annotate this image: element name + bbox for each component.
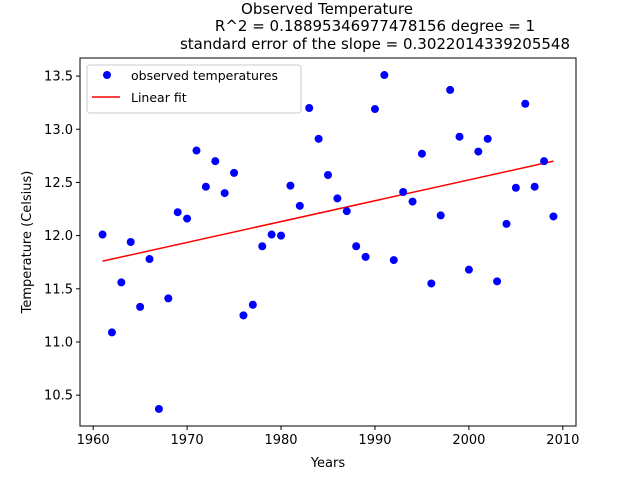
data-point xyxy=(464,265,473,274)
data-point xyxy=(126,238,135,246)
data-point xyxy=(305,103,314,112)
y-tick-label: 10.5 xyxy=(44,389,73,404)
y-tick-label: 12.5 xyxy=(44,176,73,191)
data-point xyxy=(333,194,342,203)
legend-label-line: Linear fit xyxy=(131,90,187,105)
data-point xyxy=(342,207,351,216)
data-point xyxy=(324,170,332,179)
x-tick-label: 2000 xyxy=(452,433,485,448)
data-point xyxy=(258,242,267,251)
x-tick-label: 1990 xyxy=(358,433,391,448)
data-point xyxy=(286,181,295,190)
data-point xyxy=(483,134,492,143)
data-point xyxy=(493,277,502,286)
data-point xyxy=(220,189,229,198)
data-point xyxy=(427,279,436,288)
data-point xyxy=(136,302,145,311)
data-point xyxy=(314,134,323,143)
data-point-layer xyxy=(98,71,558,413)
data-point xyxy=(436,211,445,220)
data-point xyxy=(277,231,286,240)
data-point xyxy=(530,182,539,191)
data-point xyxy=(540,157,549,166)
data-point xyxy=(370,105,379,114)
title-line-1: Observed Temperature xyxy=(241,0,413,18)
data-point xyxy=(192,146,201,155)
data-point xyxy=(474,147,483,156)
data-point xyxy=(549,212,558,221)
data-point xyxy=(455,132,464,141)
y-tick-label: 13.0 xyxy=(44,123,73,138)
legend-label-points: observed temperatures xyxy=(131,68,278,83)
y-tick-label: 11.5 xyxy=(44,282,73,297)
x-axis-label: Years xyxy=(310,456,346,471)
fit-line-layer xyxy=(102,160,554,262)
data-point xyxy=(230,168,239,177)
legend-box xyxy=(86,64,302,114)
data-point xyxy=(389,256,398,265)
data-point xyxy=(380,71,389,80)
data-point xyxy=(201,182,210,191)
x-tick-label: 1980 xyxy=(264,433,297,448)
y-tick-label: 11.0 xyxy=(44,335,73,350)
data-point xyxy=(164,294,173,303)
chart-title: Observed Temperature R^2 = 0.18895346977… xyxy=(180,0,570,53)
data-point xyxy=(295,201,304,210)
data-point xyxy=(145,255,154,264)
y-axis-label: Temperature (Celsius) xyxy=(20,171,35,315)
data-point xyxy=(361,252,370,261)
legend: observed temperatures Linear fit xyxy=(86,64,302,114)
data-point xyxy=(511,183,520,192)
fit-line xyxy=(102,160,554,262)
data-point xyxy=(117,278,126,287)
data-point xyxy=(98,230,107,239)
x-tick-label: 1970 xyxy=(171,433,204,448)
data-point xyxy=(107,328,116,337)
legend-marker-points xyxy=(103,71,111,79)
title-line-2: R^2 = 0.18895346977478156 degree = 1 xyxy=(215,17,535,35)
data-point xyxy=(352,242,361,251)
data-point xyxy=(248,300,257,309)
data-point xyxy=(408,197,417,206)
plot-area xyxy=(79,57,577,427)
data-point xyxy=(502,219,511,228)
data-point xyxy=(239,311,248,320)
data-point xyxy=(183,214,192,223)
data-point xyxy=(211,157,220,166)
data-point xyxy=(154,404,163,413)
data-point xyxy=(267,230,276,239)
y-tick-label: 13.5 xyxy=(44,70,73,85)
y-axis-ticks: 10.5 11.0 11.5 12.0 12.5 13.0 13.5 xyxy=(44,70,80,404)
title-line-3: standard error of the slope = 0.30220143… xyxy=(180,35,570,53)
x-tick-label: 2010 xyxy=(546,433,579,448)
y-tick-label: 12.0 xyxy=(44,229,73,244)
x-tick-label: 1960 xyxy=(77,433,110,448)
data-point xyxy=(446,85,455,94)
data-point xyxy=(399,188,408,197)
x-axis-ticks: 1960 1970 1980 1990 2000 2010 xyxy=(77,426,579,448)
data-point xyxy=(173,208,182,217)
data-point xyxy=(521,99,530,108)
data-point xyxy=(417,149,426,158)
